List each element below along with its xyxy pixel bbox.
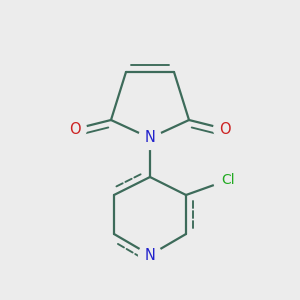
Circle shape bbox=[214, 166, 242, 194]
Circle shape bbox=[139, 127, 161, 149]
Text: O: O bbox=[219, 122, 231, 136]
Text: O: O bbox=[69, 122, 81, 136]
Circle shape bbox=[64, 118, 86, 140]
Circle shape bbox=[214, 118, 236, 140]
Text: N: N bbox=[145, 130, 155, 146]
Text: N: N bbox=[145, 248, 155, 262]
Text: Cl: Cl bbox=[221, 173, 235, 187]
Circle shape bbox=[139, 244, 161, 266]
